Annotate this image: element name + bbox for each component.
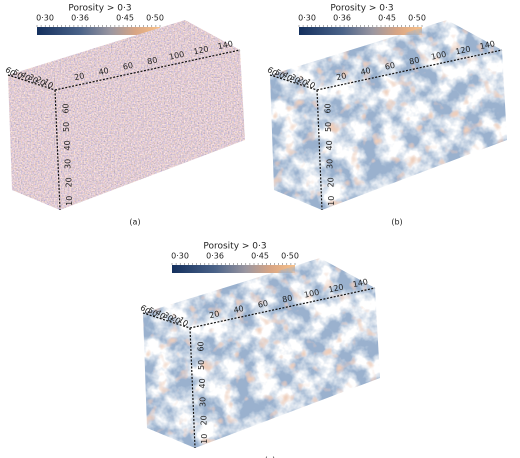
- colorbar: [172, 265, 295, 273]
- colorbar-tick-label: 0·50: [281, 252, 299, 261]
- z-tick-label: 10: [327, 196, 336, 206]
- axis-line: [316, 89, 323, 211]
- left-face: [143, 313, 195, 448]
- axis-line: [142, 312, 191, 329]
- z-tick-label: 60: [323, 103, 332, 113]
- colorbar-tick-label: 0·30: [298, 14, 316, 23]
- panel-label: (b): [391, 218, 402, 227]
- top-face: [143, 258, 375, 328]
- z-tick-label: 40: [63, 140, 72, 150]
- colorbar-tick-label: 0·36: [71, 14, 89, 23]
- panel-label: (a): [129, 218, 140, 227]
- x-tick-label: 120: [193, 44, 210, 56]
- z-tick-label: 60: [196, 341, 205, 351]
- axis-line: [189, 287, 376, 329]
- z-tick-label: 30: [64, 159, 73, 169]
- z-tick-label: 50: [324, 122, 333, 132]
- colorbar-tick-label: 0·45: [116, 14, 134, 23]
- z-tick-label: 10: [200, 434, 209, 444]
- colorbar-tick-label: 0·36: [206, 252, 224, 261]
- z-tick-label: 40: [325, 140, 334, 150]
- panel-label: (c): [265, 456, 276, 458]
- x-tick-label: 20: [208, 309, 220, 320]
- x-tick-label: 140: [479, 39, 496, 51]
- x-tick-label: 60: [257, 299, 269, 310]
- z-tick-label: 30: [199, 397, 208, 407]
- z-tick-label: 40: [198, 378, 207, 388]
- colorbar-tick-label: 0·50: [408, 14, 426, 23]
- left-face: [270, 75, 322, 210]
- z-tick-label: 50: [197, 360, 206, 370]
- axis-line: [54, 89, 61, 211]
- x-tick-label: 60: [122, 61, 134, 72]
- panel: Porosity > 0·3 0·30 0·36 0·45 0·50 20 40 60 80 10…: [4, 4, 245, 227]
- z-tick-label: 20: [64, 177, 73, 187]
- x-tick-label: 80: [146, 55, 158, 66]
- colorbar-title: Porosity > 0·3: [203, 242, 266, 252]
- colorbar-tick-label: 0·45: [251, 252, 269, 261]
- front-face: [55, 50, 245, 210]
- x-tick-label: 120: [328, 282, 345, 294]
- volume: [143, 258, 380, 448]
- z-tick-label: 20: [199, 415, 208, 425]
- x-tick-label: 100: [168, 50, 185, 62]
- colorbar-tick-label: 0·36: [333, 14, 351, 23]
- left-face: [8, 75, 60, 210]
- colorbar-tick-label: 0·45: [378, 14, 396, 23]
- axis-line: [7, 74, 56, 91]
- z-tick-label: 30: [326, 159, 335, 169]
- axis-line: [269, 74, 318, 91]
- front-face: [190, 288, 380, 448]
- colorbar-tick-label: 0·30: [36, 14, 54, 23]
- z-tick-label: 10: [65, 196, 74, 206]
- x-tick-label: 20: [335, 71, 347, 82]
- x-tick-label: 40: [233, 304, 245, 315]
- colorbar: [299, 27, 422, 35]
- x-tick-label: 80: [281, 293, 293, 304]
- colorbar: [37, 27, 160, 35]
- colorbar-title: Porosity > 0·3: [68, 4, 131, 14]
- x-tick-label: 140: [217, 39, 234, 51]
- x-tick-label: 20: [73, 71, 85, 82]
- axis-line: [189, 327, 196, 449]
- colorbar-title: Porosity > 0·3: [330, 4, 393, 14]
- z-tick-label: 60: [61, 103, 70, 113]
- colorbar-tick-label: 0·30: [171, 252, 189, 261]
- top-face: [8, 20, 240, 90]
- axis-line: [316, 49, 503, 91]
- x-tick-label: 100: [430, 50, 447, 62]
- x-tick-label: 60: [384, 61, 396, 72]
- panel: Porosity > 0·3 0·30 0·36 0·45 0·50 20 40 60 80 10…: [139, 242, 380, 458]
- x-tick-label: 140: [352, 277, 369, 289]
- x-tick-label: 100: [303, 288, 320, 300]
- axis-line: [54, 49, 241, 91]
- volume: [8, 20, 245, 210]
- colorbar-tick-label: 0·50: [146, 14, 164, 23]
- volume: [270, 20, 507, 210]
- x-tick-label: 40: [98, 66, 110, 77]
- z-tick-label: 20: [326, 177, 335, 187]
- x-tick-label: 40: [360, 66, 372, 77]
- x-tick-label: 120: [455, 44, 472, 56]
- x-tick-label: 80: [408, 55, 420, 66]
- front-face: [317, 50, 507, 210]
- top-face: [270, 20, 502, 90]
- z-tick-label: 50: [62, 122, 71, 132]
- panel: Porosity > 0·3 0·30 0·36 0·45 0·50 20 40 60 80 10…: [266, 4, 507, 227]
